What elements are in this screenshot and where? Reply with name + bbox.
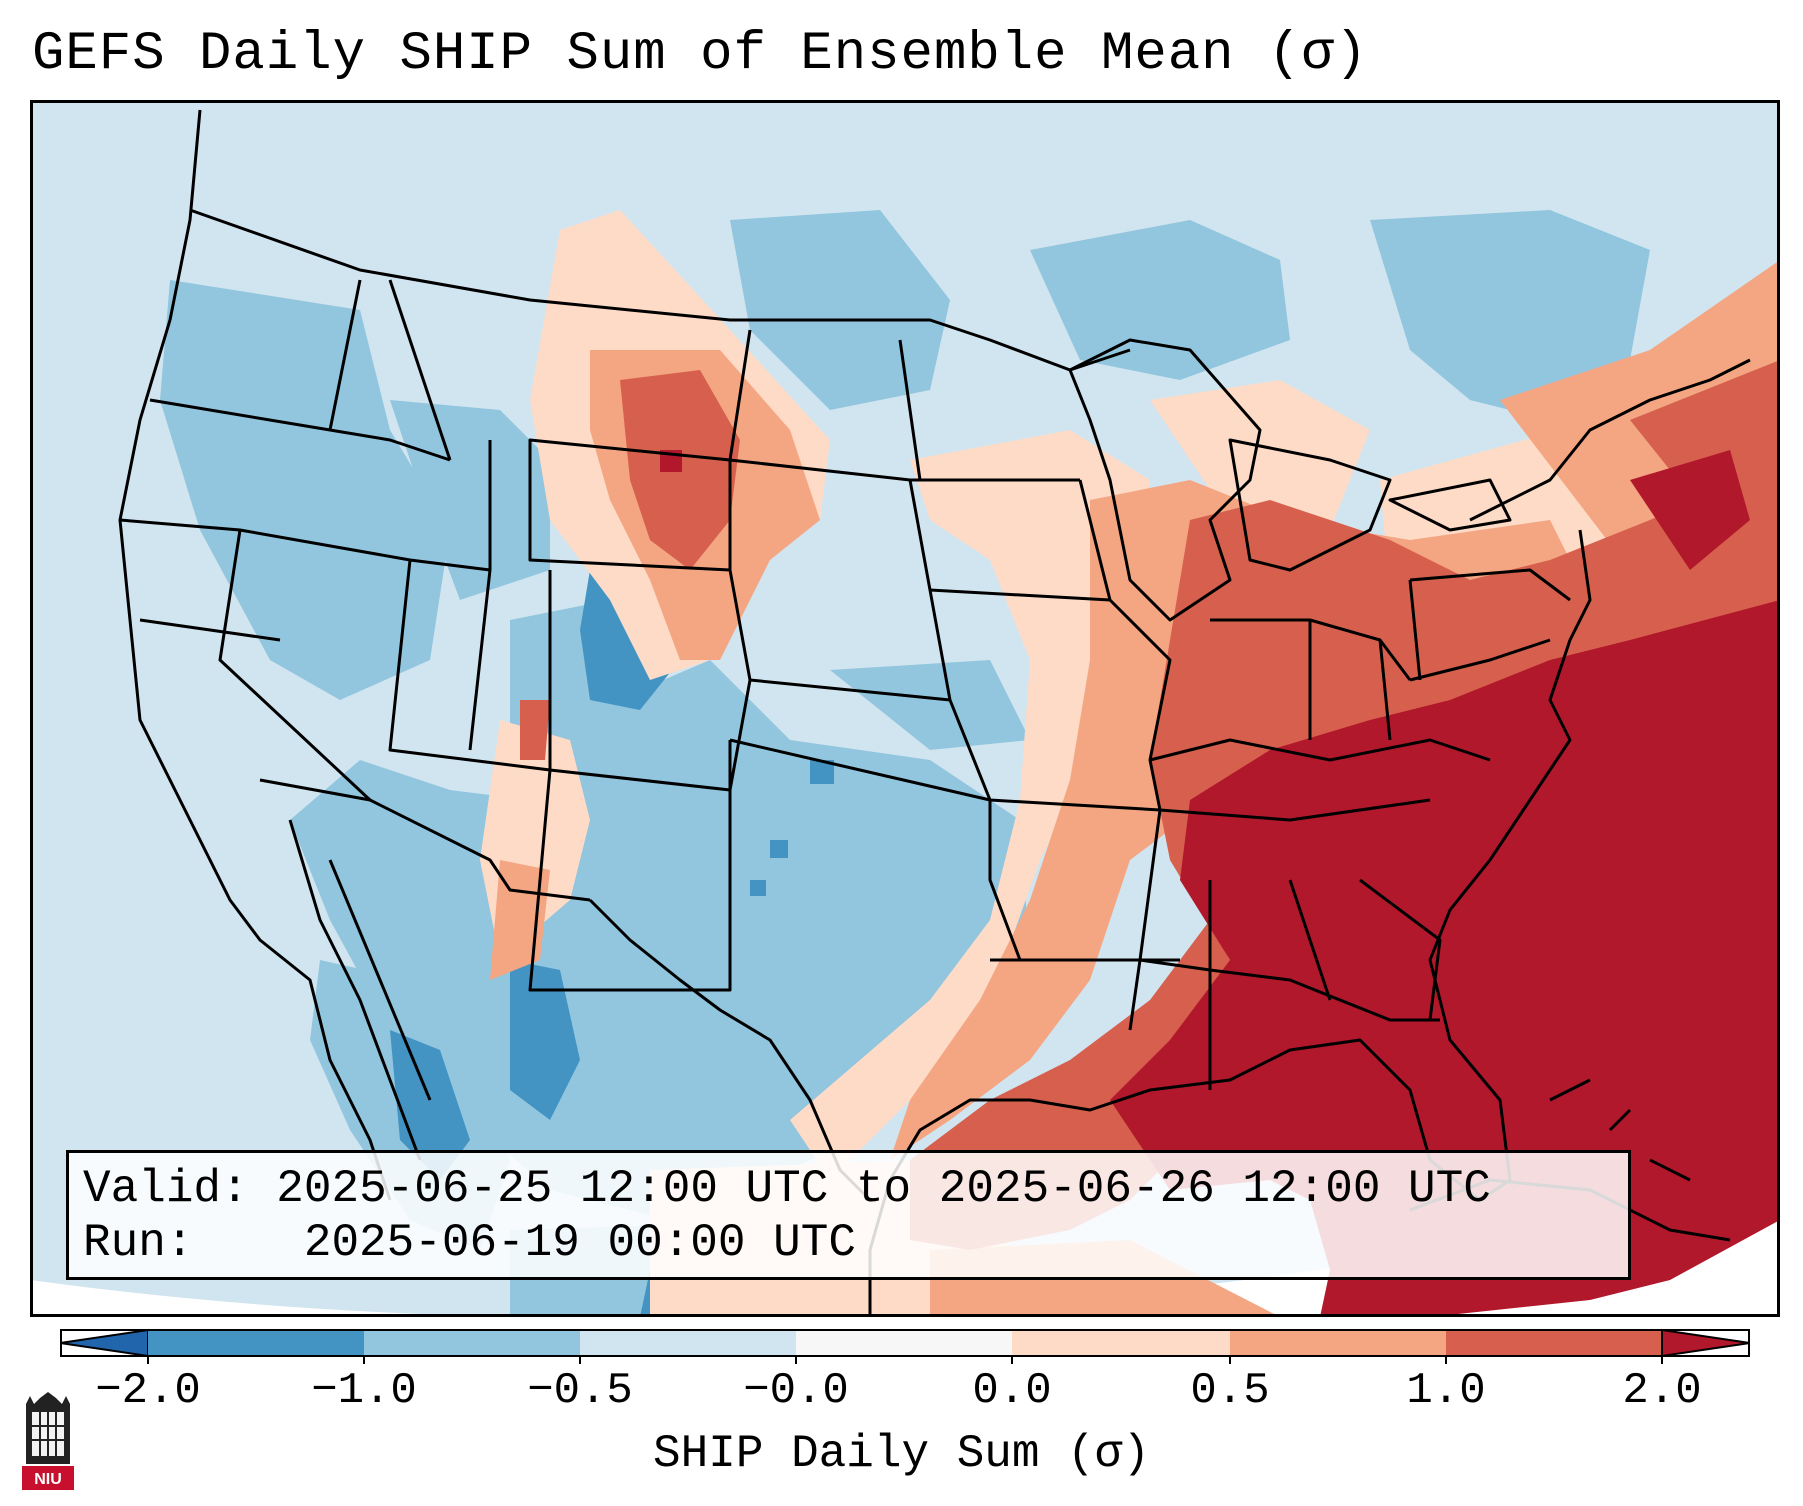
colorbar-extend-low — [60, 1328, 149, 1358]
pacific-states — [119, 279, 551, 802]
bahamas — [1549, 1078, 1691, 1182]
canada-border — [189, 208, 1131, 372]
run-row: Run: 2025-06-19 00:00 UTC — [83, 1216, 1628, 1270]
mexico-border — [259, 778, 591, 902]
east-coast — [1428, 358, 1751, 1202]
map-title: GEFS Daily SHIP Sum of Ensemble Mean (σ) — [32, 24, 1369, 85]
ship-anomaly-map — [30, 100, 1780, 1317]
run-value: 2025-06-19 00:00 UTC — [303, 1217, 856, 1269]
valid-label: Valid: — [83, 1163, 249, 1215]
valid-value: 2025-06-25 12:00 UTC to 2025-06-26 12:00… — [276, 1163, 1491, 1215]
great-lakes — [1068, 338, 1512, 622]
anomaly-field-dark-red — [660, 450, 1780, 1317]
mountain-states — [468, 329, 991, 992]
niu-tower-icon — [26, 1392, 70, 1464]
niu-logo-text: NIU — [34, 1471, 62, 1488]
colorbar-label: SHIP Daily Sum (σ) — [653, 1428, 1150, 1480]
niu-logo: NIU — [22, 1392, 74, 1490]
colorbar-tick-0: −2.0 — [95, 1366, 201, 1416]
eastern-states — [1139, 568, 1571, 1090]
colorbar-bin-4 — [796, 1330, 1012, 1356]
colorbar-tick-2: −0.5 — [527, 1366, 633, 1416]
run-label: Run: — [83, 1217, 194, 1269]
gulf-of-california — [328, 859, 432, 1101]
colorbar-bin-5 — [1012, 1330, 1230, 1356]
colorbar-bin-6 — [1230, 1330, 1446, 1356]
colorbar-bin-7 — [1446, 1330, 1662, 1356]
validity-info-box: Valid: 2025-06-25 12:00 UTC to 2025-06-2… — [66, 1150, 1631, 1280]
colorbar-bin-3 — [580, 1330, 796, 1356]
valid-row: Valid: 2025-06-25 12:00 UTC to 2025-06-2… — [83, 1162, 1628, 1216]
colorbar-tick-6: 1.0 — [1406, 1366, 1486, 1416]
map-frame — [30, 100, 1780, 1317]
colorbar-tick-1: −1.0 — [311, 1366, 417, 1416]
state-and-country-borders — [118, 109, 1751, 1317]
colorbar-tick-5: 0.5 — [1190, 1366, 1270, 1416]
colorbar — [60, 1328, 1750, 1364]
baja — [288, 819, 422, 1161]
colorbar-tick-3: −0.0 — [743, 1366, 849, 1416]
colorbar-tick-7: 2.0 — [1622, 1366, 1702, 1416]
colorbar-extend-high — [1661, 1328, 1750, 1358]
colorbar-bin-2 — [364, 1330, 580, 1356]
colorbar-frame — [60, 1329, 1750, 1357]
colorbar-tick-4: 0.0 — [972, 1366, 1052, 1416]
plains-states — [898, 339, 1180, 1031]
west-coast — [118, 109, 392, 1201]
colorbar-bin-1 — [148, 1330, 364, 1356]
